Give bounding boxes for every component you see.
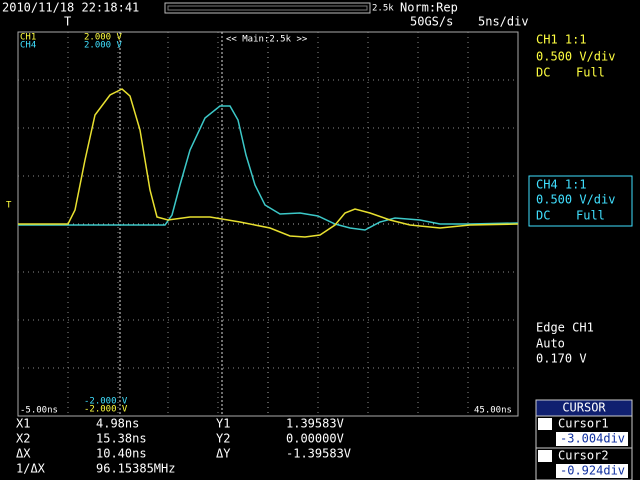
ch1-title: CH1 1:1	[536, 33, 587, 47]
ch1-trace	[18, 88, 519, 238]
ch4-offset: -2.000 V	[84, 397, 128, 407]
ch1-coupling: DC	[536, 66, 550, 80]
meas-label: ΔX	[16, 447, 31, 461]
trigger-position-marker: T	[64, 15, 71, 29]
meas-value: 10.40ns	[96, 447, 147, 461]
trigger-mode: Auto	[536, 337, 565, 351]
trigger-level: 0.170 V	[536, 352, 587, 366]
meas-value: 4.98ns	[96, 417, 139, 431]
meas-label: ΔY	[216, 447, 231, 461]
cursor1-label[interactable]: Cursor1	[558, 417, 609, 431]
zoom-factor: 2.5k	[372, 4, 394, 14]
ch4-scale: 0.500 V/div	[536, 193, 615, 207]
zoom-label: << Main:2.5k >>	[226, 35, 308, 45]
ch4-title: CH4 1:1	[536, 178, 587, 192]
meas-label: X2	[16, 432, 30, 446]
cursor1-button[interactable]	[538, 418, 552, 430]
ch4-label: CH4	[20, 41, 36, 51]
meas-value: 15.38ns	[96, 432, 147, 446]
trigger-source: Edge CH1	[536, 321, 594, 335]
meas-label: 1/ΔX	[16, 462, 46, 476]
meas-value: 96.15385MHz	[96, 462, 175, 476]
ch1-offset: -2.000 V	[84, 405, 128, 415]
meas-label: Y1	[216, 417, 230, 431]
ch4-coupling: DC	[536, 209, 550, 223]
sample-rate: 50GS/s	[410, 15, 453, 29]
time-start: -5.00ns	[20, 406, 58, 416]
time-end: 45.00ns	[474, 406, 512, 416]
ch4-bandwidth: Full	[576, 209, 605, 223]
ch1-scale: 0.500 V/div	[536, 50, 615, 64]
timebase: 5ns/div	[478, 15, 529, 29]
cursor2-value[interactable]: -0.924div	[560, 464, 625, 478]
ch1-bandwidth: Full	[576, 66, 605, 80]
meas-value: -1.39583V	[286, 447, 351, 461]
trigger-level-marker: T	[6, 201, 12, 211]
ch4-trace	[18, 105, 519, 231]
cursor2-button[interactable]	[538, 450, 552, 462]
ch1-volts: 2.000 V	[84, 33, 123, 43]
meas-label: X1	[16, 417, 30, 431]
meas-value: 1.39583V	[286, 417, 344, 431]
cursor1-value[interactable]: -3.004div	[560, 432, 625, 446]
cursor-panel-title: CURSOR	[562, 401, 606, 415]
ch4-volts: 2.000 V	[84, 41, 123, 51]
timestamp: 2010/11/18 22:18:41	[2, 1, 139, 15]
ch1-label: CH1	[20, 33, 36, 43]
meas-label: Y2	[216, 432, 230, 446]
acquisition-mode: Norm:Rep	[400, 1, 458, 15]
meas-value: 0.00000V	[286, 432, 344, 446]
cursor2-label[interactable]: Cursor2	[558, 449, 609, 463]
